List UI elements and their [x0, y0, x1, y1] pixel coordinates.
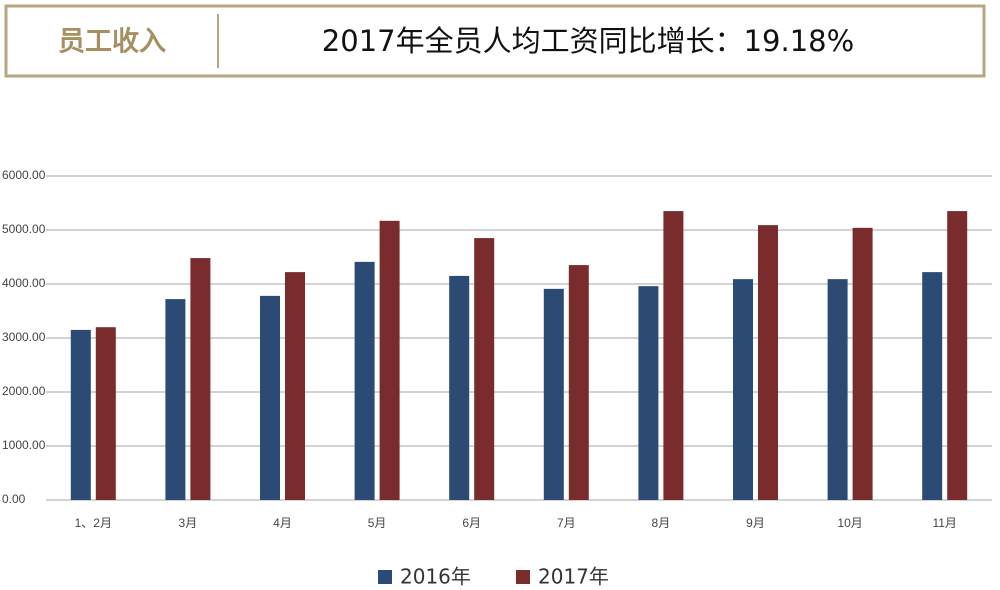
y-tick-label: 6000.00: [2, 168, 46, 182]
y-tick-label: 3000.00: [2, 330, 46, 344]
x-tick-label: 5月: [368, 516, 387, 530]
y-tick-label: 1000.00: [2, 438, 46, 452]
x-tick-label: 1、2月: [75, 516, 112, 530]
bar: [638, 286, 659, 500]
bar: [354, 261, 375, 500]
legend-swatch: [516, 570, 530, 584]
bar: [733, 279, 753, 500]
x-tick-label: 8月: [652, 516, 671, 530]
x-tick-label: 7月: [557, 516, 576, 530]
legend-label: 2017年: [538, 565, 609, 589]
bar: [379, 220, 400, 500]
chart-title: 2017年全员人均工资同比增长：19.18%: [322, 24, 854, 58]
x-tick-label: 3月: [179, 516, 198, 530]
bar: [285, 272, 305, 500]
bar: [190, 258, 211, 500]
bar: [663, 211, 684, 500]
bar: [449, 275, 470, 500]
bar: [95, 327, 116, 500]
y-tick-label: 2000.00: [2, 384, 46, 398]
legend-label: 2016年: [400, 565, 471, 589]
bar: [260, 295, 280, 500]
y-tick-label: 4000.00: [2, 276, 46, 290]
bar: [543, 288, 564, 500]
x-tick-label: 4月: [273, 516, 292, 530]
x-tick-label: 9月: [746, 516, 765, 530]
x-tick-label: 11月: [932, 516, 956, 530]
bar: [474, 238, 495, 500]
header-box: [4, 4, 986, 78]
bar: [758, 225, 778, 500]
bar: [568, 265, 589, 500]
legend-swatch: [378, 570, 392, 584]
bar: [922, 272, 943, 500]
bar: [70, 329, 91, 500]
y-tick-label: 0.00: [2, 492, 26, 506]
x-tick-label: 6月: [462, 516, 481, 530]
y-tick-label: 5000.00: [2, 222, 46, 236]
x-tick-label: 10月: [837, 516, 862, 530]
bar: [947, 211, 968, 500]
header-label: 员工收入: [58, 27, 166, 58]
bar: [852, 227, 873, 500]
bar: [827, 279, 848, 500]
bar: [165, 299, 186, 500]
